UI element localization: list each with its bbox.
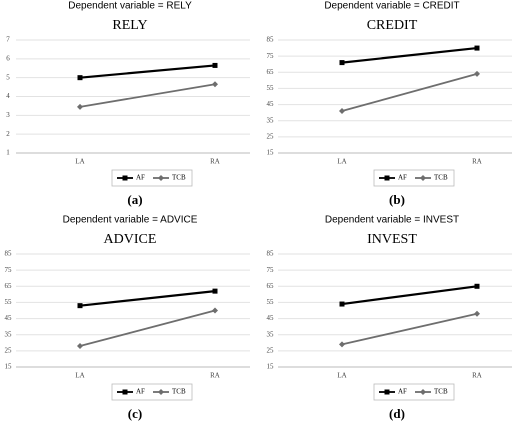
data-point xyxy=(474,70,480,77)
series-line xyxy=(79,309,216,347)
x-tick-label: RA xyxy=(210,372,220,380)
legend-box xyxy=(111,169,193,187)
data-point xyxy=(77,75,83,81)
y-tick-label: 75 xyxy=(5,266,13,274)
data-point xyxy=(474,45,480,51)
data-point xyxy=(339,108,345,115)
x-tick-label: LA xyxy=(75,372,84,380)
data-point xyxy=(212,62,218,68)
legend-box xyxy=(111,383,193,401)
chart-title: ADVICE xyxy=(104,232,157,247)
legend-label: TCB xyxy=(434,174,448,182)
y-tick-label: 35 xyxy=(267,330,275,338)
y-tick-label: 55 xyxy=(5,298,13,306)
x-tick-label: LA xyxy=(337,158,346,166)
data-point xyxy=(212,81,218,88)
y-tick-label: 45 xyxy=(5,314,13,322)
data-point xyxy=(77,103,83,110)
series-line xyxy=(341,46,478,64)
legend-marker xyxy=(158,175,164,181)
series-line xyxy=(341,285,478,306)
y-tick-label: 2 xyxy=(6,130,10,138)
legend-label: AF xyxy=(398,174,407,182)
legend-marker xyxy=(384,389,390,395)
chart-title: INVEST xyxy=(367,232,417,247)
legend-label: TCB xyxy=(434,388,448,396)
y-tick-label: 4 xyxy=(6,92,10,100)
caption: (a) xyxy=(127,192,142,207)
data-point xyxy=(474,283,480,289)
data-point xyxy=(474,310,480,317)
x-tick-label: RA xyxy=(472,158,482,166)
legend-label: AF xyxy=(136,388,145,396)
y-tick-label: 85 xyxy=(267,36,275,44)
y-tick-label: 55 xyxy=(267,298,275,306)
x-tick-label: RA xyxy=(472,372,482,380)
data-point xyxy=(212,307,218,314)
data-point xyxy=(77,303,83,309)
y-tick-label: 35 xyxy=(5,330,13,338)
series-line xyxy=(341,73,478,112)
y-tick-label: 25 xyxy=(267,132,275,140)
caption: (b) xyxy=(389,192,405,207)
y-tick-label: 85 xyxy=(5,250,13,258)
y-tick-label: 65 xyxy=(267,282,275,290)
legend-marker xyxy=(384,175,390,181)
caption: (c) xyxy=(128,406,142,421)
subtitle: Dependent variable = ADVICE xyxy=(63,215,198,226)
caption: (d) xyxy=(389,406,405,421)
data-point xyxy=(212,288,218,294)
y-tick-label: 6 xyxy=(6,54,10,62)
y-tick-label: 15 xyxy=(5,363,13,371)
legend-marker xyxy=(122,389,128,395)
legend-marker xyxy=(158,389,164,395)
y-tick-label: 75 xyxy=(267,52,275,60)
chart-title: CREDIT xyxy=(367,18,418,33)
x-tick-label: LA xyxy=(75,158,84,166)
subtitle: Dependent variable = INVEST xyxy=(325,215,459,226)
legend-label: AF xyxy=(398,388,407,396)
data-point xyxy=(77,343,83,350)
legend-label: AF xyxy=(136,174,145,182)
y-tick-label: 15 xyxy=(267,363,275,371)
subtitle: Dependent variable = CREDIT xyxy=(324,1,459,12)
x-tick-label: RA xyxy=(210,158,220,166)
legend-marker xyxy=(420,175,426,181)
x-tick-label: LA xyxy=(337,372,346,380)
y-tick-label: 65 xyxy=(5,282,13,290)
series-line xyxy=(341,312,478,346)
y-tick-label: 75 xyxy=(267,266,275,274)
y-tick-label: 35 xyxy=(267,116,275,124)
series-line xyxy=(79,290,216,307)
y-tick-label: 15 xyxy=(267,149,275,157)
legend-label: TCB xyxy=(172,388,186,396)
legend-marker xyxy=(122,175,128,181)
y-tick-label: 7 xyxy=(6,36,10,44)
legend-box xyxy=(373,383,455,401)
subtitle: Dependent variable = RELY xyxy=(68,1,192,12)
series-line xyxy=(79,83,216,108)
y-tick-label: 45 xyxy=(267,100,275,108)
data-point xyxy=(339,60,345,66)
data-point xyxy=(339,341,345,348)
y-tick-label: 55 xyxy=(267,84,275,92)
legend-box xyxy=(373,169,455,187)
legend-label: TCB xyxy=(172,174,186,182)
series-line xyxy=(79,64,216,79)
chart-title: RELY xyxy=(112,18,147,33)
legend-marker xyxy=(420,389,426,395)
y-tick-label: 65 xyxy=(267,68,275,76)
y-tick-label: 25 xyxy=(5,346,13,354)
y-tick-label: 1 xyxy=(6,149,10,157)
y-tick-label: 45 xyxy=(267,314,275,322)
y-tick-label: 5 xyxy=(6,73,10,81)
y-tick-label: 25 xyxy=(267,346,275,354)
data-point xyxy=(339,301,345,307)
y-tick-label: 85 xyxy=(267,250,275,258)
y-tick-label: 3 xyxy=(6,111,10,119)
